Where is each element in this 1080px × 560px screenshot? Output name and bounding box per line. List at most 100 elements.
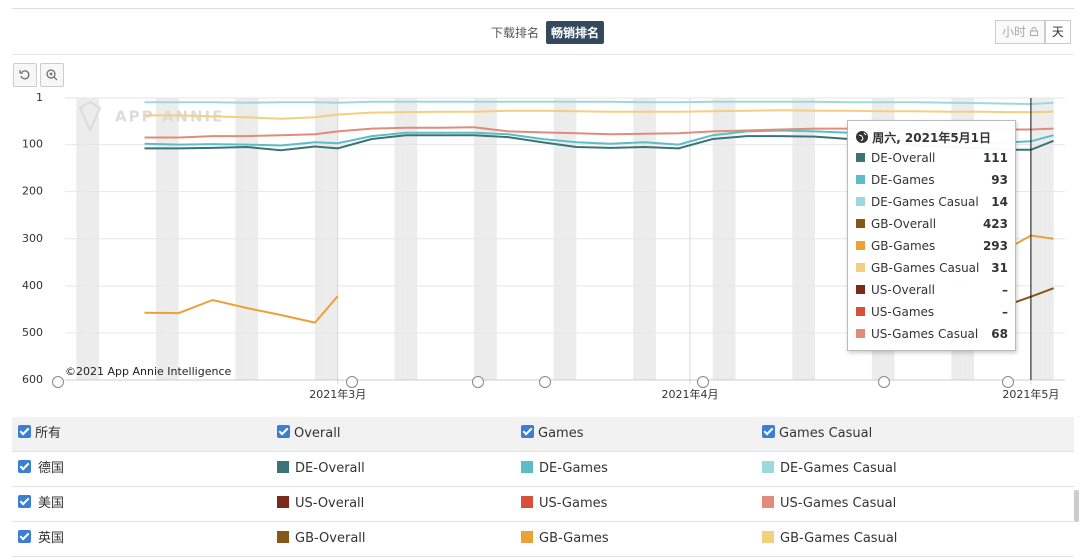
scrollbar[interactable] <box>1074 490 1079 522</box>
tooltip-value: 293 <box>982 239 1008 253</box>
tooltip-value: 423 <box>982 217 1008 231</box>
legend-header-cell: Overall <box>277 417 340 451</box>
annotation-marker <box>52 376 64 388</box>
tooltip-series: DE-Overall <box>871 151 936 165</box>
checkbox[interactable] <box>18 460 31 473</box>
tooltip-swatch <box>856 175 865 184</box>
checkbox[interactable] <box>277 425 290 438</box>
legend-label: US-Games <box>539 496 608 511</box>
legend-label: GB-Games Casual <box>780 531 898 546</box>
tooltip-series: GB-Games Casual <box>871 261 980 275</box>
checkbox[interactable] <box>762 425 775 438</box>
tooltip-value: 68 <box>991 327 1008 341</box>
legend-item[interactable]: DE-Games <box>521 452 608 486</box>
annotation-marker <box>346 376 358 388</box>
x-tick-label: 2021年4月 <box>662 387 719 401</box>
legend-item[interactable]: DE-Games Casual <box>762 452 897 486</box>
credit: ©2021 App Annie Intelligence <box>65 365 232 378</box>
header-label: Games Casual <box>779 426 873 441</box>
tooltip-value: 93 <box>991 173 1008 187</box>
x-tick-label: 2021年3月 <box>309 387 366 401</box>
annotation-marker <box>1002 376 1014 388</box>
checkbox[interactable] <box>18 530 31 543</box>
legend-row-label: 德国 <box>18 452 64 486</box>
rank-tabs: 下载排名 畅销排名 <box>486 21 606 44</box>
annotation-marker <box>878 376 890 388</box>
y-tick-label: 100 <box>22 138 43 151</box>
legend-row: 美国 US-Overall US-Games US-Games Casual <box>12 487 1074 522</box>
legend-header-cell: 所有 <box>18 417 61 451</box>
reset-icon <box>19 70 30 80</box>
legend-item[interactable]: US-Games Casual <box>762 487 896 521</box>
legend-row: 英国 GB-Overall GB-Games GB-Games Casual <box>12 522 1074 557</box>
lock-icon <box>1029 27 1038 36</box>
legend-header-cell: Games <box>521 417 583 451</box>
legend-item[interactable]: GB-Games Casual <box>762 522 897 556</box>
tooltip-series: DE-Games <box>871 173 935 187</box>
top-border <box>12 8 1074 9</box>
annotation-marker <box>697 376 709 388</box>
tab[interactable]: 下载排名 <box>491 26 540 40</box>
tooltip-row: GB-Games 293 <box>856 236 1008 256</box>
legend-swatch <box>277 531 289 543</box>
header-label: 所有 <box>35 426 62 441</box>
y-tick-label: 1 <box>36 91 43 104</box>
watermark: APP ANNIE <box>115 108 224 126</box>
tooltip-swatch <box>856 219 865 228</box>
legend-label: DE-Games Casual <box>780 461 897 476</box>
legend-swatch <box>521 461 533 473</box>
y-tick-label: 600 <box>22 373 43 386</box>
x-tick-label: 2021年5月 <box>1002 387 1059 401</box>
period-label: 小时 <box>1002 25 1027 39</box>
tooltip-swatch <box>856 307 865 316</box>
tooltip-value: 111 <box>982 151 1008 165</box>
legend-swatch <box>762 531 774 543</box>
tooltip-row: US-Overall – <box>856 280 1008 300</box>
y-tick-label: 400 <box>22 279 43 292</box>
legend-swatch <box>521 496 533 508</box>
legend-swatch <box>277 496 289 508</box>
tooltip-swatch <box>856 329 865 338</box>
legend-label: DE-Games <box>539 461 608 476</box>
series-line <box>144 109 1054 120</box>
legend-row-label: 美国 <box>18 487 64 521</box>
tooltip-swatch <box>856 263 865 272</box>
legend-item[interactable]: US-Overall <box>277 487 364 521</box>
tooltip-header: 周六, 2021年5月1日 <box>856 129 991 146</box>
checkbox[interactable] <box>521 425 534 438</box>
legend-header-cell: Games Casual <box>762 417 872 451</box>
row-label: 德国 <box>38 461 65 476</box>
tooltip-row: GB-Games Casual 31 <box>856 258 1008 278</box>
y-tick-label: 200 <box>22 185 43 198</box>
tab-active[interactable]: 畅销排名 <box>546 21 605 44</box>
tooltip-row: US-Games – <box>856 302 1008 322</box>
period-option[interactable]: 小时 <box>995 20 1045 44</box>
legend-swatch <box>762 461 774 473</box>
annotation-marker <box>539 376 551 388</box>
zoom-button[interactable] <box>40 63 64 87</box>
checkbox[interactable] <box>18 495 31 508</box>
y-tick-label: 300 <box>22 232 43 245</box>
tooltip-title: 周六, 2021年5月1日 <box>872 131 992 145</box>
legend-swatch <box>277 461 289 473</box>
tooltip-row: DE-Games Casual 14 <box>856 192 1008 212</box>
tooltip-series: US-Games Casual <box>871 327 979 341</box>
legend-item[interactable]: US-Games <box>521 487 607 521</box>
legend-item[interactable]: GB-Overall <box>277 522 366 556</box>
period-option[interactable]: 天 <box>1044 20 1071 44</box>
legend-header: 所有 Overall Games Games Casual <box>12 417 1074 452</box>
legend-row: 德国 DE-Overall DE-Games DE-Games Casual <box>12 452 1074 487</box>
legend-item[interactable]: GB-Games <box>521 522 609 556</box>
checkbox[interactable] <box>18 425 31 438</box>
separator <box>12 54 1074 55</box>
header-label: Overall <box>294 426 341 441</box>
tooltip-swatch <box>856 197 865 206</box>
legend-table: 所有 Overall Games Games Casual 德国 DE-Overall DE… <box>12 417 1074 557</box>
reset-button[interactable] <box>13 63 37 87</box>
zoom-icon <box>46 69 58 81</box>
watermark-logo <box>78 100 102 133</box>
tooltip-series: US-Games <box>871 305 935 319</box>
legend-swatch <box>762 496 774 508</box>
tooltip-row: US-Games Casual 68 <box>856 324 1008 344</box>
legend-item[interactable]: DE-Overall <box>277 452 365 486</box>
